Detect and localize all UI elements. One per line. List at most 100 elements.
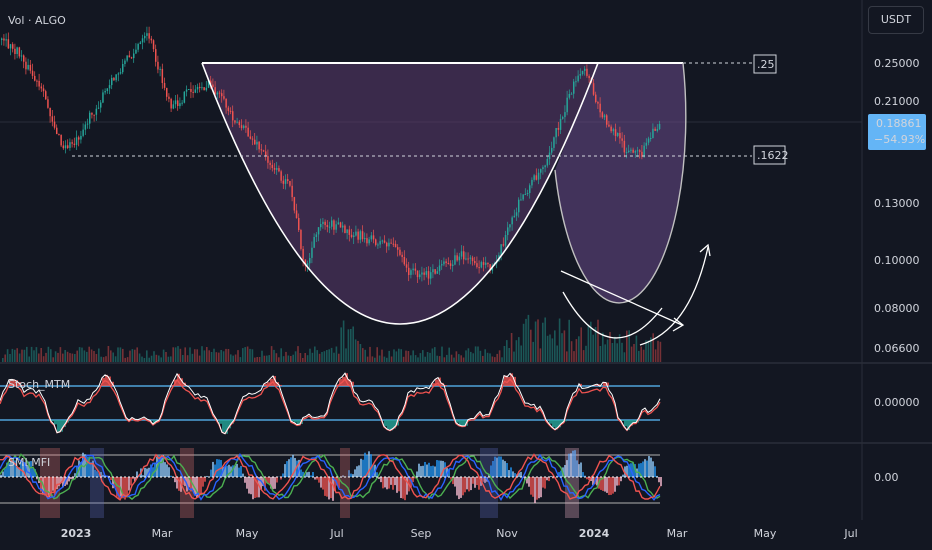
volume-bar: [153, 351, 155, 362]
volume-bar: [508, 348, 510, 362]
mfi-bar: [370, 454, 372, 477]
smi-line: [0, 453, 661, 501]
volume-bar: [26, 346, 28, 362]
volume-bar: [381, 349, 383, 362]
volume-bar: [304, 353, 306, 362]
candle-body: [379, 241, 381, 245]
mfi-bar: [604, 477, 606, 492]
volume-bar: [225, 348, 227, 362]
candle-body: [579, 74, 582, 76]
volume-bar: [642, 349, 645, 362]
candle-body: [595, 94, 597, 102]
volume-bar: [474, 346, 477, 362]
candle-body: [597, 102, 599, 104]
volume-bar: [335, 346, 338, 362]
volume-bar: [510, 333, 513, 362]
mfi-bar: [254, 477, 256, 499]
candle-body: [531, 179, 533, 186]
time-tick-label: Nov: [496, 527, 518, 540]
volume-bar: [282, 356, 285, 362]
mfi-bar: [286, 461, 288, 477]
candle-body: [7, 39, 10, 49]
volume-bar: [410, 355, 412, 362]
mfi-bar: [46, 477, 48, 495]
mfi-bar: [430, 466, 432, 477]
candle-body: [465, 258, 467, 260]
stoch-oversold-fill: [384, 420, 387, 427]
volume-bar: [138, 353, 141, 362]
mfi-bar: [534, 477, 536, 504]
candle-body: [49, 107, 51, 117]
volume-bar: [321, 352, 323, 362]
candle-body: [232, 111, 234, 121]
volume-bar: [570, 341, 573, 362]
stoch-oversold-fill: [621, 420, 624, 421]
candle-body: [31, 70, 34, 76]
candle-body: [38, 80, 40, 87]
volume-bar: [587, 324, 590, 362]
candle-body: [432, 269, 434, 273]
mfi-bar: [568, 453, 570, 477]
candle-body: [177, 100, 179, 106]
mfi-bar: [508, 470, 510, 477]
volume-bar: [412, 350, 414, 362]
candle-body: [174, 100, 177, 105]
candle-body: [326, 225, 329, 227]
volume-bar: [208, 350, 210, 362]
volume-bar: [470, 351, 472, 362]
stoch-overbought-fill: [435, 379, 438, 386]
candle-body: [641, 151, 643, 157]
volume-bar: [86, 351, 88, 362]
volume-bar: [628, 330, 630, 362]
stoch-oversold-fill: [225, 420, 228, 434]
mfi-bar: [440, 460, 442, 477]
mfi-bar: [98, 473, 100, 477]
volume-bar: [244, 347, 246, 362]
mfi-bar: [274, 477, 276, 489]
volume-bar: [203, 350, 206, 362]
volume-bar: [162, 349, 165, 362]
candle-body: [12, 44, 14, 49]
volume-bar: [333, 352, 335, 362]
mfi-bar: [60, 477, 62, 483]
stoch-main-line: [0, 372, 661, 435]
candle-body: [111, 77, 113, 86]
mfi-bar: [210, 469, 212, 477]
candle-body: [247, 127, 249, 137]
candle-body: [262, 150, 265, 152]
volume-bar: [590, 321, 592, 362]
candle-body: [460, 251, 463, 257]
mfi-bar: [492, 461, 494, 477]
volume-bar: [266, 355, 268, 362]
candle-body: [5, 39, 7, 41]
stoch-oversold-fill: [624, 420, 627, 427]
candle-body: [386, 242, 388, 247]
volume-bar: [90, 349, 93, 362]
candle-body: [243, 125, 245, 128]
mfi-bar: [652, 461, 654, 477]
volume-bar: [76, 350, 78, 362]
candle-body: [656, 129, 659, 131]
candle-body: [537, 172, 540, 180]
candle-body: [570, 93, 573, 95]
candle-body: [40, 86, 43, 89]
volume-bar: [563, 330, 566, 362]
stoch-oversold-fill: [564, 420, 567, 422]
candle-body: [29, 64, 32, 71]
mfi-bar: [416, 471, 418, 477]
volume-bars: [2, 314, 662, 362]
currency-button[interactable]: USDT: [868, 6, 924, 34]
mfi-bar: [92, 460, 94, 477]
mfi-bar: [444, 462, 446, 477]
stoch-oversold-fill: [561, 420, 564, 424]
stoch-oversold-fill: [294, 420, 297, 423]
volume-bar: [222, 351, 225, 362]
stoch-oversold-fill: [627, 420, 630, 431]
candle-body: [654, 128, 656, 131]
candle-body: [458, 256, 461, 261]
smi-axis-tick: 0.00: [874, 471, 899, 484]
candle-body: [551, 147, 553, 153]
stoch-oversold-fill: [54, 420, 57, 425]
volume-bar: [594, 327, 597, 362]
candle-body: [592, 83, 595, 95]
